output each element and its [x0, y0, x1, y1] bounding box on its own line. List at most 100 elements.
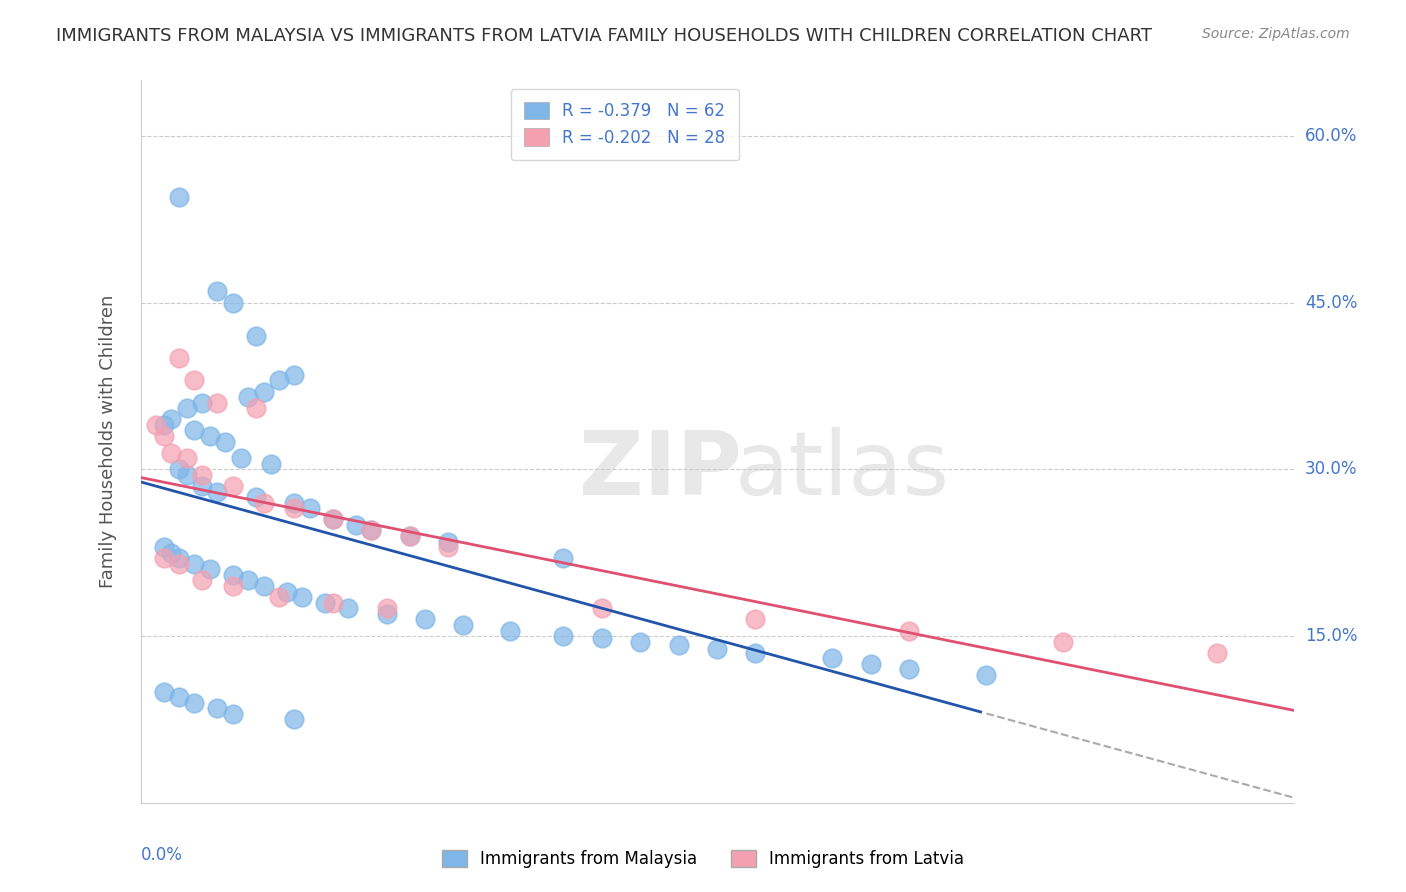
Point — [821, 651, 844, 665]
Point — [375, 607, 398, 621]
Point — [398, 529, 420, 543]
Point — [898, 624, 921, 638]
Point — [322, 512, 344, 526]
Point — [183, 373, 205, 387]
Point — [160, 412, 183, 426]
Point — [267, 373, 290, 387]
Point — [152, 429, 174, 443]
Point — [498, 624, 520, 638]
Point — [413, 612, 436, 626]
Text: atlas: atlas — [734, 427, 949, 514]
Point — [152, 417, 174, 432]
Point — [222, 295, 245, 310]
Text: 45.0%: 45.0% — [1305, 293, 1357, 311]
Point — [207, 395, 229, 409]
Point — [191, 574, 214, 588]
Point — [591, 601, 613, 615]
Point — [898, 662, 921, 676]
Point — [591, 632, 613, 646]
Point — [437, 534, 460, 549]
Point — [267, 590, 290, 604]
Point — [360, 524, 382, 538]
Point — [152, 551, 174, 566]
Point — [238, 390, 260, 404]
Point — [291, 590, 314, 604]
Point — [314, 596, 336, 610]
Point — [207, 484, 229, 499]
Point — [260, 457, 283, 471]
Point — [222, 568, 245, 582]
Text: 60.0%: 60.0% — [1305, 127, 1357, 145]
Point — [706, 642, 728, 657]
Legend: R = -0.379   N = 62, R = -0.202   N = 28: R = -0.379 N = 62, R = -0.202 N = 28 — [510, 88, 740, 160]
Point — [176, 467, 198, 482]
Point — [453, 618, 475, 632]
Point — [1052, 634, 1074, 648]
Point — [222, 706, 245, 721]
Point — [744, 612, 766, 626]
Point — [145, 417, 167, 432]
Point — [322, 596, 344, 610]
Point — [191, 467, 214, 482]
Point — [176, 451, 198, 466]
Text: 15.0%: 15.0% — [1305, 627, 1358, 645]
Point — [744, 646, 766, 660]
Text: Source: ZipAtlas.com: Source: ZipAtlas.com — [1202, 27, 1350, 41]
Point — [191, 479, 214, 493]
Point — [160, 445, 183, 459]
Point — [222, 579, 245, 593]
Point — [198, 562, 221, 576]
Point — [974, 668, 997, 682]
Point — [245, 401, 267, 416]
Point — [398, 529, 420, 543]
Text: IMMIGRANTS FROM MALAYSIA VS IMMIGRANTS FROM LATVIA FAMILY HOUSEHOLDS WITH CHILDR: IMMIGRANTS FROM MALAYSIA VS IMMIGRANTS F… — [56, 27, 1153, 45]
Point — [252, 496, 274, 510]
Point — [337, 601, 360, 615]
Point — [167, 190, 190, 204]
Point — [167, 551, 190, 566]
Point — [276, 584, 298, 599]
Point — [322, 512, 344, 526]
Point — [238, 574, 260, 588]
Point — [160, 546, 183, 560]
Point — [283, 496, 305, 510]
Point — [344, 517, 367, 532]
Point — [167, 462, 190, 476]
Point — [859, 657, 882, 671]
Point — [283, 713, 305, 727]
Point — [183, 696, 205, 710]
Point — [283, 501, 305, 516]
Point — [229, 451, 252, 466]
Point — [198, 429, 221, 443]
Point — [152, 684, 174, 698]
Point — [191, 395, 214, 409]
Point — [252, 579, 274, 593]
Point — [207, 285, 229, 299]
Text: ZIP: ZIP — [579, 427, 741, 514]
Point — [298, 501, 321, 516]
Point — [183, 424, 205, 438]
Point — [167, 557, 190, 571]
Point — [360, 524, 382, 538]
Point — [1205, 646, 1227, 660]
Point — [167, 690, 190, 705]
Text: 0.0%: 0.0% — [141, 847, 183, 864]
Point — [283, 368, 305, 382]
Point — [183, 557, 205, 571]
Text: 30.0%: 30.0% — [1305, 460, 1358, 478]
Legend: Immigrants from Malaysia, Immigrants from Latvia: Immigrants from Malaysia, Immigrants fro… — [436, 843, 970, 875]
Point — [668, 638, 690, 652]
Point — [245, 490, 267, 504]
Point — [214, 434, 236, 449]
Point — [167, 351, 190, 366]
Point — [222, 479, 245, 493]
Point — [553, 629, 575, 643]
Point — [207, 701, 229, 715]
Point — [628, 634, 651, 648]
Point — [252, 384, 274, 399]
Point — [375, 601, 398, 615]
Point — [553, 551, 575, 566]
Point — [437, 540, 460, 554]
Y-axis label: Family Households with Children: Family Households with Children — [98, 295, 117, 588]
Point — [152, 540, 174, 554]
